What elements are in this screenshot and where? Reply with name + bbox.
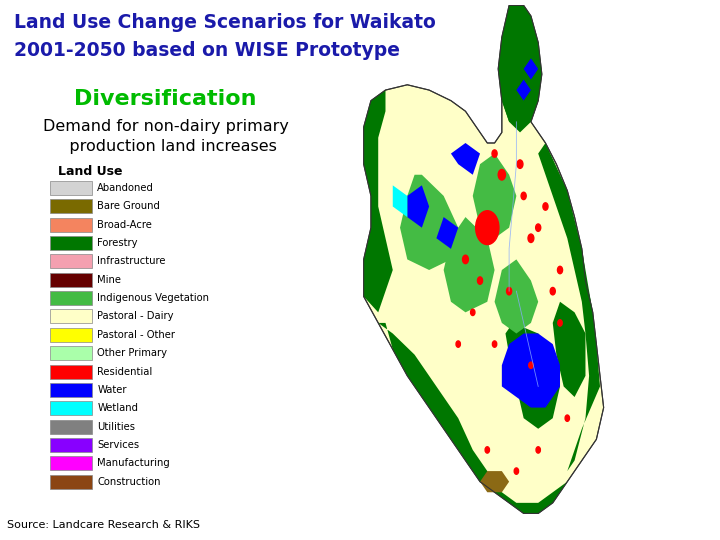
FancyBboxPatch shape [50,218,92,232]
Text: Wetland: Wetland [97,403,138,413]
Circle shape [550,287,555,295]
Text: Construction: Construction [97,477,161,487]
Circle shape [476,211,499,245]
FancyBboxPatch shape [50,291,92,305]
Text: Pastoral - Dairy: Pastoral - Dairy [97,312,174,321]
Polygon shape [378,323,567,514]
Polygon shape [523,58,539,79]
Text: Services: Services [97,440,140,450]
Circle shape [462,255,469,264]
Circle shape [477,277,482,284]
FancyBboxPatch shape [50,346,92,360]
Polygon shape [451,143,480,175]
Circle shape [507,287,512,295]
Polygon shape [444,217,495,312]
Text: Land Use: Land Use [58,165,122,178]
Text: Abandoned: Abandoned [97,183,154,193]
Polygon shape [364,5,603,514]
FancyBboxPatch shape [50,328,92,342]
Text: Land Use Change Scenarios for Waikato: Land Use Change Scenarios for Waikato [14,14,436,32]
Polygon shape [505,323,560,429]
FancyBboxPatch shape [50,181,92,195]
Polygon shape [480,471,509,492]
Text: Source: Landcare Research & RIKS: Source: Landcare Research & RIKS [7,520,200,530]
Polygon shape [436,217,458,249]
Circle shape [485,447,490,453]
Text: Demand for non-dairy primary: Demand for non-dairy primary [42,119,289,134]
FancyBboxPatch shape [50,383,92,397]
FancyBboxPatch shape [50,236,92,250]
Polygon shape [539,143,600,471]
FancyBboxPatch shape [50,420,92,434]
Circle shape [536,224,541,231]
FancyBboxPatch shape [50,475,92,489]
Polygon shape [473,153,516,238]
Circle shape [557,266,562,274]
Text: 2001-2050 based on WISE Prototype: 2001-2050 based on WISE Prototype [14,40,400,59]
Circle shape [471,309,475,315]
Text: Other Primary: Other Primary [97,348,167,358]
Text: Infrastructure: Infrastructure [97,256,166,266]
Circle shape [528,234,534,242]
Polygon shape [516,79,531,100]
Polygon shape [495,259,539,334]
Text: Utilities: Utilities [97,422,135,431]
Text: Manufacturing: Manufacturing [97,458,170,468]
Polygon shape [400,175,458,270]
Circle shape [517,160,523,168]
Circle shape [536,447,541,453]
FancyBboxPatch shape [50,456,92,470]
Text: Forestry: Forestry [97,238,138,248]
Text: Diversification: Diversification [74,89,257,109]
Circle shape [456,341,460,347]
Polygon shape [553,302,585,397]
Polygon shape [408,185,429,228]
FancyBboxPatch shape [50,199,92,213]
Circle shape [492,150,497,157]
Circle shape [558,320,562,326]
Circle shape [514,468,518,474]
Polygon shape [498,5,542,132]
Text: Residential: Residential [97,367,153,376]
Circle shape [528,362,533,368]
Polygon shape [498,5,542,122]
Circle shape [498,170,505,180]
Text: Broad-Acre: Broad-Acre [97,220,152,229]
FancyBboxPatch shape [50,401,92,415]
Circle shape [521,192,526,200]
Polygon shape [393,185,408,217]
Circle shape [492,341,497,347]
Text: Mine: Mine [97,275,121,285]
FancyBboxPatch shape [50,364,92,379]
Circle shape [543,203,548,210]
Polygon shape [364,90,393,312]
Circle shape [565,415,570,421]
Text: Pastoral - Other: Pastoral - Other [97,330,175,340]
Text: production land increases: production land increases [54,139,277,154]
FancyBboxPatch shape [50,273,92,287]
Text: Bare Ground: Bare Ground [97,201,160,211]
FancyBboxPatch shape [50,309,92,323]
FancyBboxPatch shape [50,254,92,268]
FancyBboxPatch shape [50,438,92,452]
Text: Indigenous Vegetation: Indigenous Vegetation [97,293,210,303]
Polygon shape [502,334,560,408]
Text: Water: Water [97,385,127,395]
